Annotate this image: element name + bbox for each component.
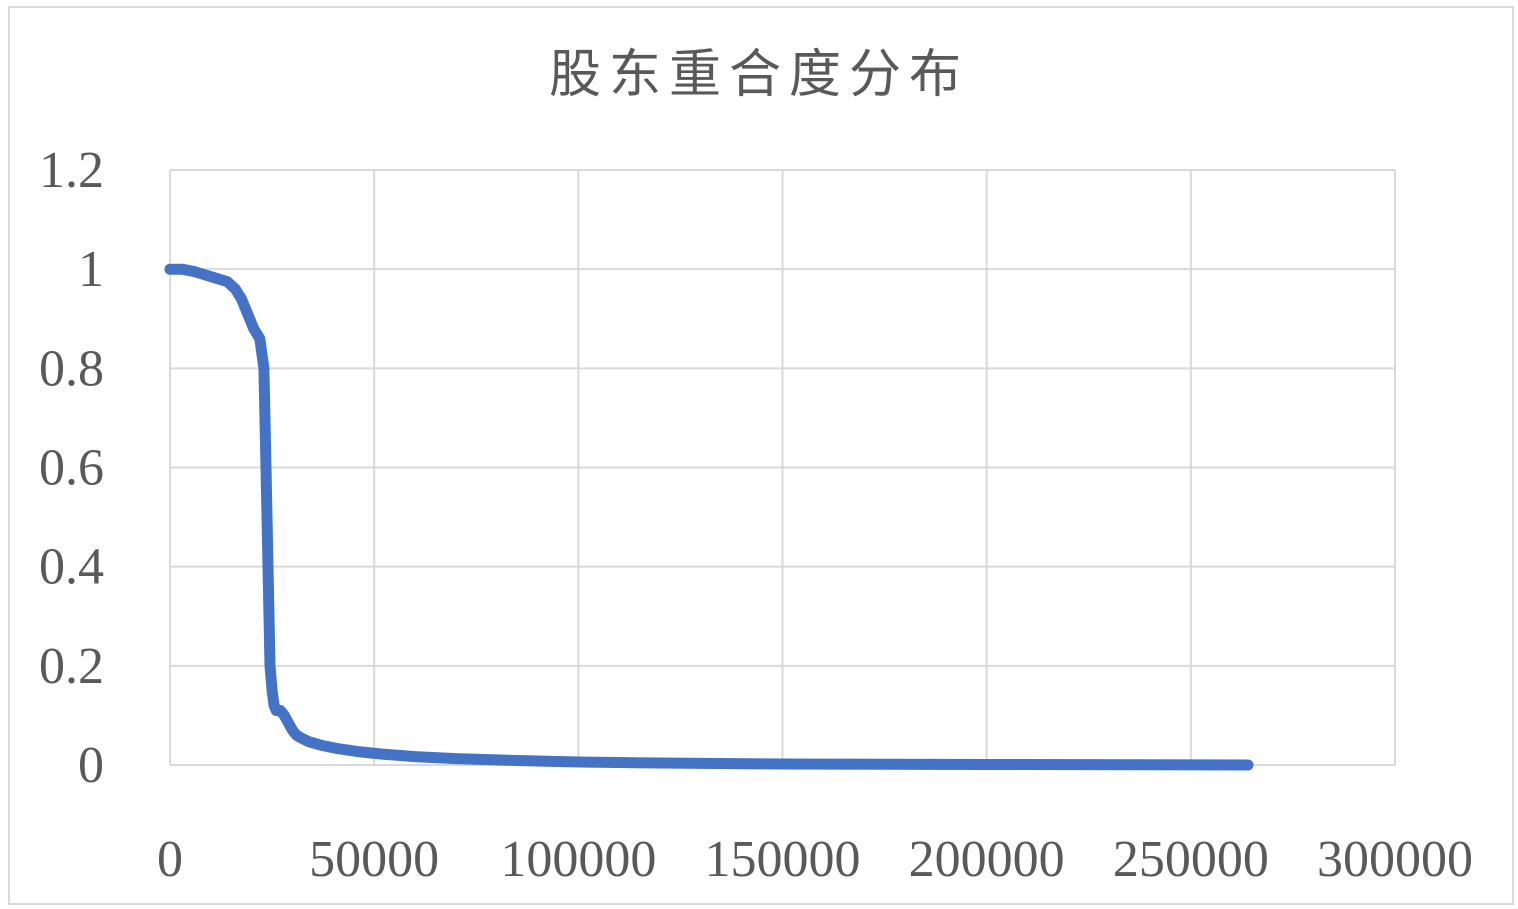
y-tick-label: 0.2 — [39, 638, 104, 695]
x-tick-label: 0 — [157, 831, 183, 888]
chart-title: 股东重合度分布 — [548, 45, 969, 105]
x-tick-label: 150000 — [705, 831, 861, 888]
y-axis-ticks: 0 0.2 0.4 0.6 0.8 1 1.2 — [39, 142, 104, 794]
x-tick-label: 50000 — [309, 831, 439, 888]
x-tick-label: 300000 — [1317, 831, 1473, 888]
x-axis-ticks: 0 50000 100000 150000 200000 250000 300000 — [157, 831, 1473, 888]
y-tick-label: 1.2 — [39, 142, 104, 199]
grid — [169, 169, 1396, 766]
y-tick-label: 0.8 — [39, 340, 104, 397]
y-tick-label: 0.6 — [39, 440, 104, 497]
chart-frame — [8, 6, 1514, 905]
y-tick-label: 1 — [78, 241, 104, 298]
series-group — [164, 263, 1254, 771]
x-tick-label: 200000 — [909, 831, 1065, 888]
x-tick-label: 100000 — [500, 831, 656, 888]
y-tick-label: 0 — [78, 737, 104, 794]
y-tick-label: 0.4 — [39, 539, 104, 596]
series-line — [164, 263, 1254, 771]
x-tick-label: 250000 — [1113, 831, 1269, 888]
